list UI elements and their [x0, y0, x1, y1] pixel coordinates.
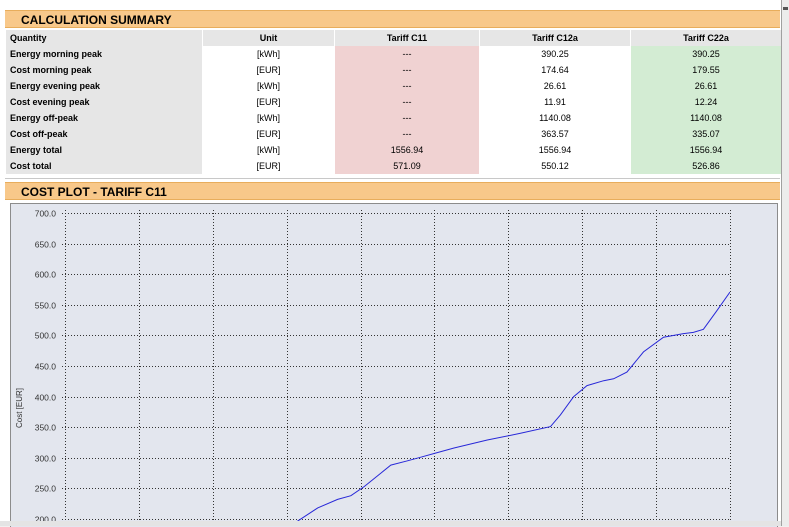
row-c12a-value: 26.61: [480, 78, 630, 94]
row-quantity: Cost morning peak: [6, 62, 202, 78]
row-unit: [kWh]: [203, 142, 334, 158]
y-tick-label: 500.0: [35, 331, 57, 341]
row-c11-value: ---: [335, 62, 479, 78]
row-c12a-value: 390.25: [480, 46, 630, 62]
row-c12a-value: 1140.08: [480, 110, 630, 126]
row-c22a-value: 390.25: [631, 46, 781, 62]
row-c11-value: 1556.94: [335, 142, 479, 158]
row-c12a-value: 550.12: [480, 158, 630, 174]
row-c12a-value: 1556.94: [480, 142, 630, 158]
y-tick-label: 550.0: [35, 301, 57, 311]
row-c22a-value: 335.07: [631, 126, 781, 142]
calculation-summary-title: CALCULATION SUMMARY: [5, 10, 780, 28]
section-divider: [5, 178, 780, 179]
table-row: Cost total [EUR] 571.09 550.12 526.86: [6, 158, 781, 174]
table-row: Cost morning peak [EUR] --- 174.64 179.5…: [6, 62, 781, 78]
row-c12a-value: 174.64: [480, 62, 630, 78]
table-row: Cost off-peak [EUR] --- 363.57 335.07: [6, 126, 781, 142]
row-c22a-value: 12.24: [631, 94, 781, 110]
column-header-tariff-c11: Tariff C11: [335, 30, 479, 46]
plot-background: [11, 204, 777, 527]
y-axis-label: Cost [EUR]: [15, 388, 24, 428]
row-quantity: Cost off-peak: [6, 126, 202, 142]
row-c11-value: 571.09: [335, 158, 479, 174]
row-unit: [kWh]: [203, 110, 334, 126]
y-tick-label: 250.0: [35, 484, 57, 494]
table-row: Energy morning peak [kWh] --- 390.25 390…: [6, 46, 781, 62]
row-quantity: Cost evening peak: [6, 94, 202, 110]
column-header-quantity: Quantity: [6, 30, 202, 46]
row-c22a-value: 1140.08: [631, 110, 781, 126]
table-header-row: Quantity Unit Tariff C11 Tariff C12a Tar…: [6, 30, 781, 46]
row-c11-value: ---: [335, 94, 479, 110]
row-c12a-value: 363.57: [480, 126, 630, 142]
row-quantity: Energy morning peak: [6, 46, 202, 62]
row-c22a-value: 526.86: [631, 158, 781, 174]
row-quantity: Cost total: [6, 158, 202, 174]
row-unit: [kWh]: [203, 46, 334, 62]
table-row: Cost evening peak [EUR] --- 11.91 12.24: [6, 94, 781, 110]
y-tick-label: 200.0: [35, 515, 57, 525]
column-header-unit: Unit: [203, 30, 334, 46]
cost-plot-svg: 700.0 650.0 600.0 550.0 500.0 450.0 400.0 350.0…: [11, 204, 777, 527]
row-c11-value: ---: [335, 78, 479, 94]
row-unit: [EUR]: [203, 94, 334, 110]
column-header-tariff-c12a: Tariff C12a: [480, 30, 630, 46]
table-row: Energy evening peak [kWh] --- 26.61 26.6…: [6, 78, 781, 94]
row-unit: [EUR]: [203, 126, 334, 142]
y-tick-label: 700.0: [35, 209, 57, 219]
y-tick-label: 650.0: [35, 240, 57, 250]
horizontal-scrollbar[interactable]: [0, 521, 781, 526]
scroll-up-arrow-icon[interactable]: [783, 7, 788, 10]
y-tick-label: 600.0: [35, 270, 57, 280]
row-unit: [EUR]: [203, 158, 334, 174]
table-row: Energy total [kWh] 1556.94 1556.94 1556.…: [6, 142, 781, 158]
column-header-tariff-c22a: Tariff C22a: [631, 30, 781, 46]
table-row: Energy off-peak [kWh] --- 1140.08 1140.0…: [6, 110, 781, 126]
row-quantity: Energy total: [6, 142, 202, 158]
y-tick-label: 350.0: [35, 423, 57, 433]
row-c22a-value: 179.55: [631, 62, 781, 78]
row-quantity: Energy evening peak: [6, 78, 202, 94]
row-c11-value: ---: [335, 46, 479, 62]
y-tick-label: 300.0: [35, 454, 57, 464]
row-c11-value: ---: [335, 110, 479, 126]
y-tick-label: 400.0: [35, 393, 57, 403]
cost-series-line: [295, 291, 730, 522]
summary-table: Quantity Unit Tariff C11 Tariff C12a Tar…: [5, 30, 782, 174]
row-unit: [kWh]: [203, 78, 334, 94]
cost-plot: 700.0 650.0 600.0 550.0 500.0 450.0 400.0 350.0…: [10, 203, 778, 527]
row-unit: [EUR]: [203, 62, 334, 78]
row-c12a-value: 11.91: [480, 94, 630, 110]
row-c11-value: ---: [335, 126, 479, 142]
cost-plot-title: COST PLOT - TARIFF C11: [5, 182, 780, 200]
vertical-scrollbar[interactable]: [782, 0, 789, 526]
y-tick-label: 450.0: [35, 362, 57, 372]
row-c22a-value: 1556.94: [631, 142, 781, 158]
row-quantity: Energy off-peak: [6, 110, 202, 126]
row-c22a-value: 26.61: [631, 78, 781, 94]
